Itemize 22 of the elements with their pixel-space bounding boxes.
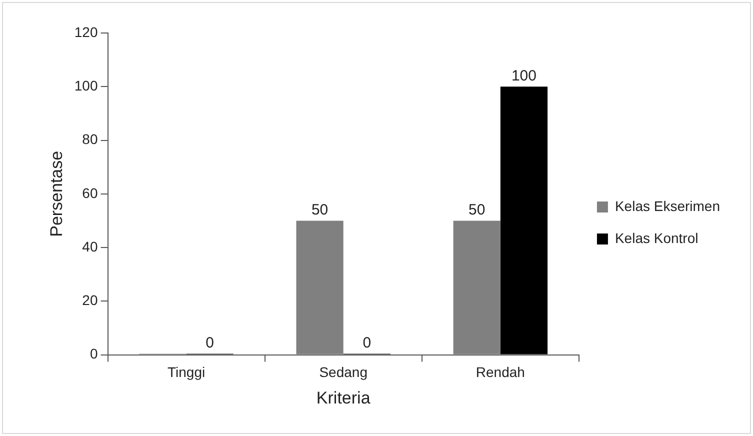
data-label: 50 bbox=[311, 201, 328, 218]
x-tick-label: Sedang bbox=[319, 364, 368, 380]
y-tick-label: 40 bbox=[82, 238, 98, 254]
data-label: 50 bbox=[468, 201, 486, 218]
legend-label: Kelas Ekserimen bbox=[614, 198, 720, 214]
bar bbox=[500, 86, 548, 354]
y-tick-label: 20 bbox=[82, 292, 98, 308]
y-tick-label: 60 bbox=[82, 184, 98, 201]
data-label: 100 bbox=[511, 67, 536, 84]
y-tick-label: 0 bbox=[90, 346, 98, 362]
x-tick-label: Rendah bbox=[476, 364, 525, 380]
data-label: 0 bbox=[362, 334, 372, 352]
x-axis-title: Kriteria bbox=[316, 388, 371, 408]
y-tick-label: 100 bbox=[74, 77, 98, 94]
bar bbox=[453, 220, 500, 354]
y-tick-label: 120 bbox=[74, 24, 98, 40]
y-tick-label: 80 bbox=[82, 131, 98, 148]
y-axis-title: Persentase bbox=[46, 150, 66, 237]
x-tick-label: Tinggi bbox=[167, 364, 206, 380]
legend-label: Kelas Kontrol bbox=[614, 230, 698, 246]
bar bbox=[296, 220, 344, 354]
data-label: 0 bbox=[206, 334, 214, 352]
